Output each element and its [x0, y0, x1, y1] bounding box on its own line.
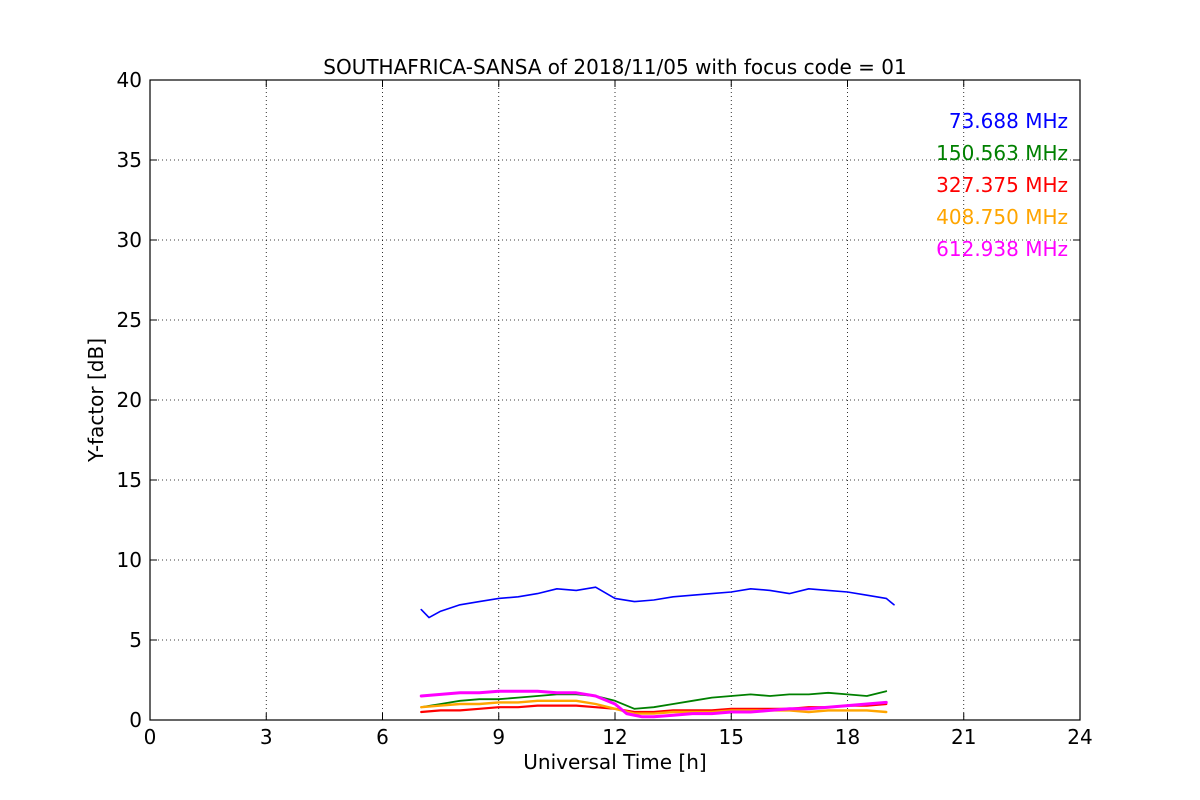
x-tick-label: 15 — [719, 725, 744, 749]
series-line-5 — [419, 689, 888, 719]
x-tick-label: 0 — [144, 725, 157, 749]
x-tick-label: 24 — [1067, 725, 1092, 749]
grid — [150, 80, 1080, 720]
y-tick-label: 5 — [129, 628, 142, 652]
legend: 73.688 MHz 150.563 MHz 327.375 MHz 408.750 … — [936, 109, 1068, 261]
series-line-1 — [420, 586, 895, 619]
y-tick-label: 0 — [129, 708, 142, 732]
y-tick-label: 25 — [117, 308, 142, 332]
ticks: 0 3 6 9 12 15 18 21 24 0 5 10 15 20 25 30 35 40 — [117, 68, 1093, 749]
legend-entry: 612.938 MHz — [936, 237, 1068, 261]
x-tick-label: 9 — [492, 725, 505, 749]
y-tick-label: 40 — [117, 68, 142, 92]
x-axis-label: Universal Time [h] — [523, 750, 706, 774]
series-line-3 — [420, 702, 888, 714]
legend-entry: 408.750 MHz — [936, 205, 1068, 229]
series-layer — [419, 586, 895, 719]
legend-entry: 73.688 MHz — [949, 109, 1068, 133]
y-tick-label: 30 — [117, 228, 142, 252]
y-tick-label: 15 — [117, 468, 142, 492]
x-tick-label: 12 — [602, 725, 627, 749]
legend-entry: 150.563 MHz — [936, 141, 1068, 165]
y-tick-label: 35 — [117, 148, 142, 172]
series-line-4 — [420, 699, 888, 715]
legend-entry: 327.375 MHz — [936, 173, 1068, 197]
x-tick-label: 6 — [376, 725, 389, 749]
series-line-2 — [420, 690, 888, 710]
x-tick-label: 18 — [835, 725, 860, 749]
y-tick-label: 20 — [117, 388, 142, 412]
x-tick-label: 3 — [260, 725, 273, 749]
chart-title: SOUTHAFRICA-SANSA of 2018/11/05 with foc… — [323, 55, 907, 79]
x-tick-label: 21 — [951, 725, 976, 749]
y-tick-label: 10 — [117, 548, 142, 572]
y-axis-label: Y-factor [dB] — [84, 338, 108, 463]
